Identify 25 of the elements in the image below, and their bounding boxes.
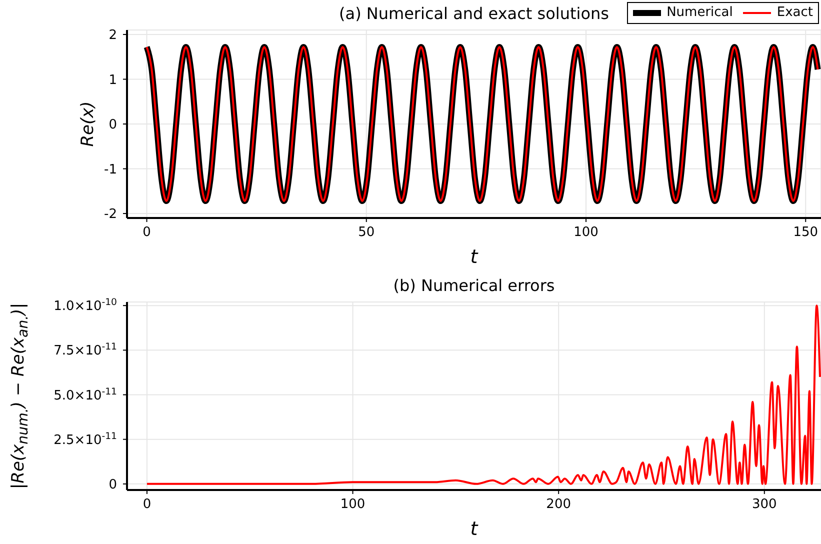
x-tick-label: 100 [340,497,366,512]
y-tick-label: -2 [104,207,117,222]
x-tick-label: 150 [793,225,818,240]
y-tick-label: 7.5×10$^{-11}$ [54,341,118,359]
y-tick-label: 5.0×10$^{-11}$ [54,386,118,404]
x-tick-label: 0 [142,497,152,512]
y-tick-label: 0 [108,118,117,133]
chart-title: (b) Numerical errors [392,276,556,295]
y-tick-label: -1 [104,162,117,178]
x-tick-label: 50 [358,225,375,240]
x-tick-label: 200 [546,497,572,512]
x-axis-title: t [469,246,480,268]
y-tick-label: 2.5×10$^{-11}$ [54,430,118,448]
y-tick-label: 1 [108,72,117,88]
legend-label: Numerical [666,4,733,22]
chart-title: (a) Numerical and exact solutions [339,4,609,23]
x-tick-label: 300 [752,497,777,512]
x-tick-label: 100 [574,225,598,240]
legend-label: Exact [776,4,813,22]
x-tick-label: 0 [142,225,151,240]
y-tick-label: 0 [108,477,117,492]
y-tick-label: 2 [108,28,117,44]
y-tick-label: 1.0×10$^{-10}$ [54,296,118,314]
y-axis-title: Re(x) [78,101,98,147]
x-axis-title: t [469,518,480,540]
